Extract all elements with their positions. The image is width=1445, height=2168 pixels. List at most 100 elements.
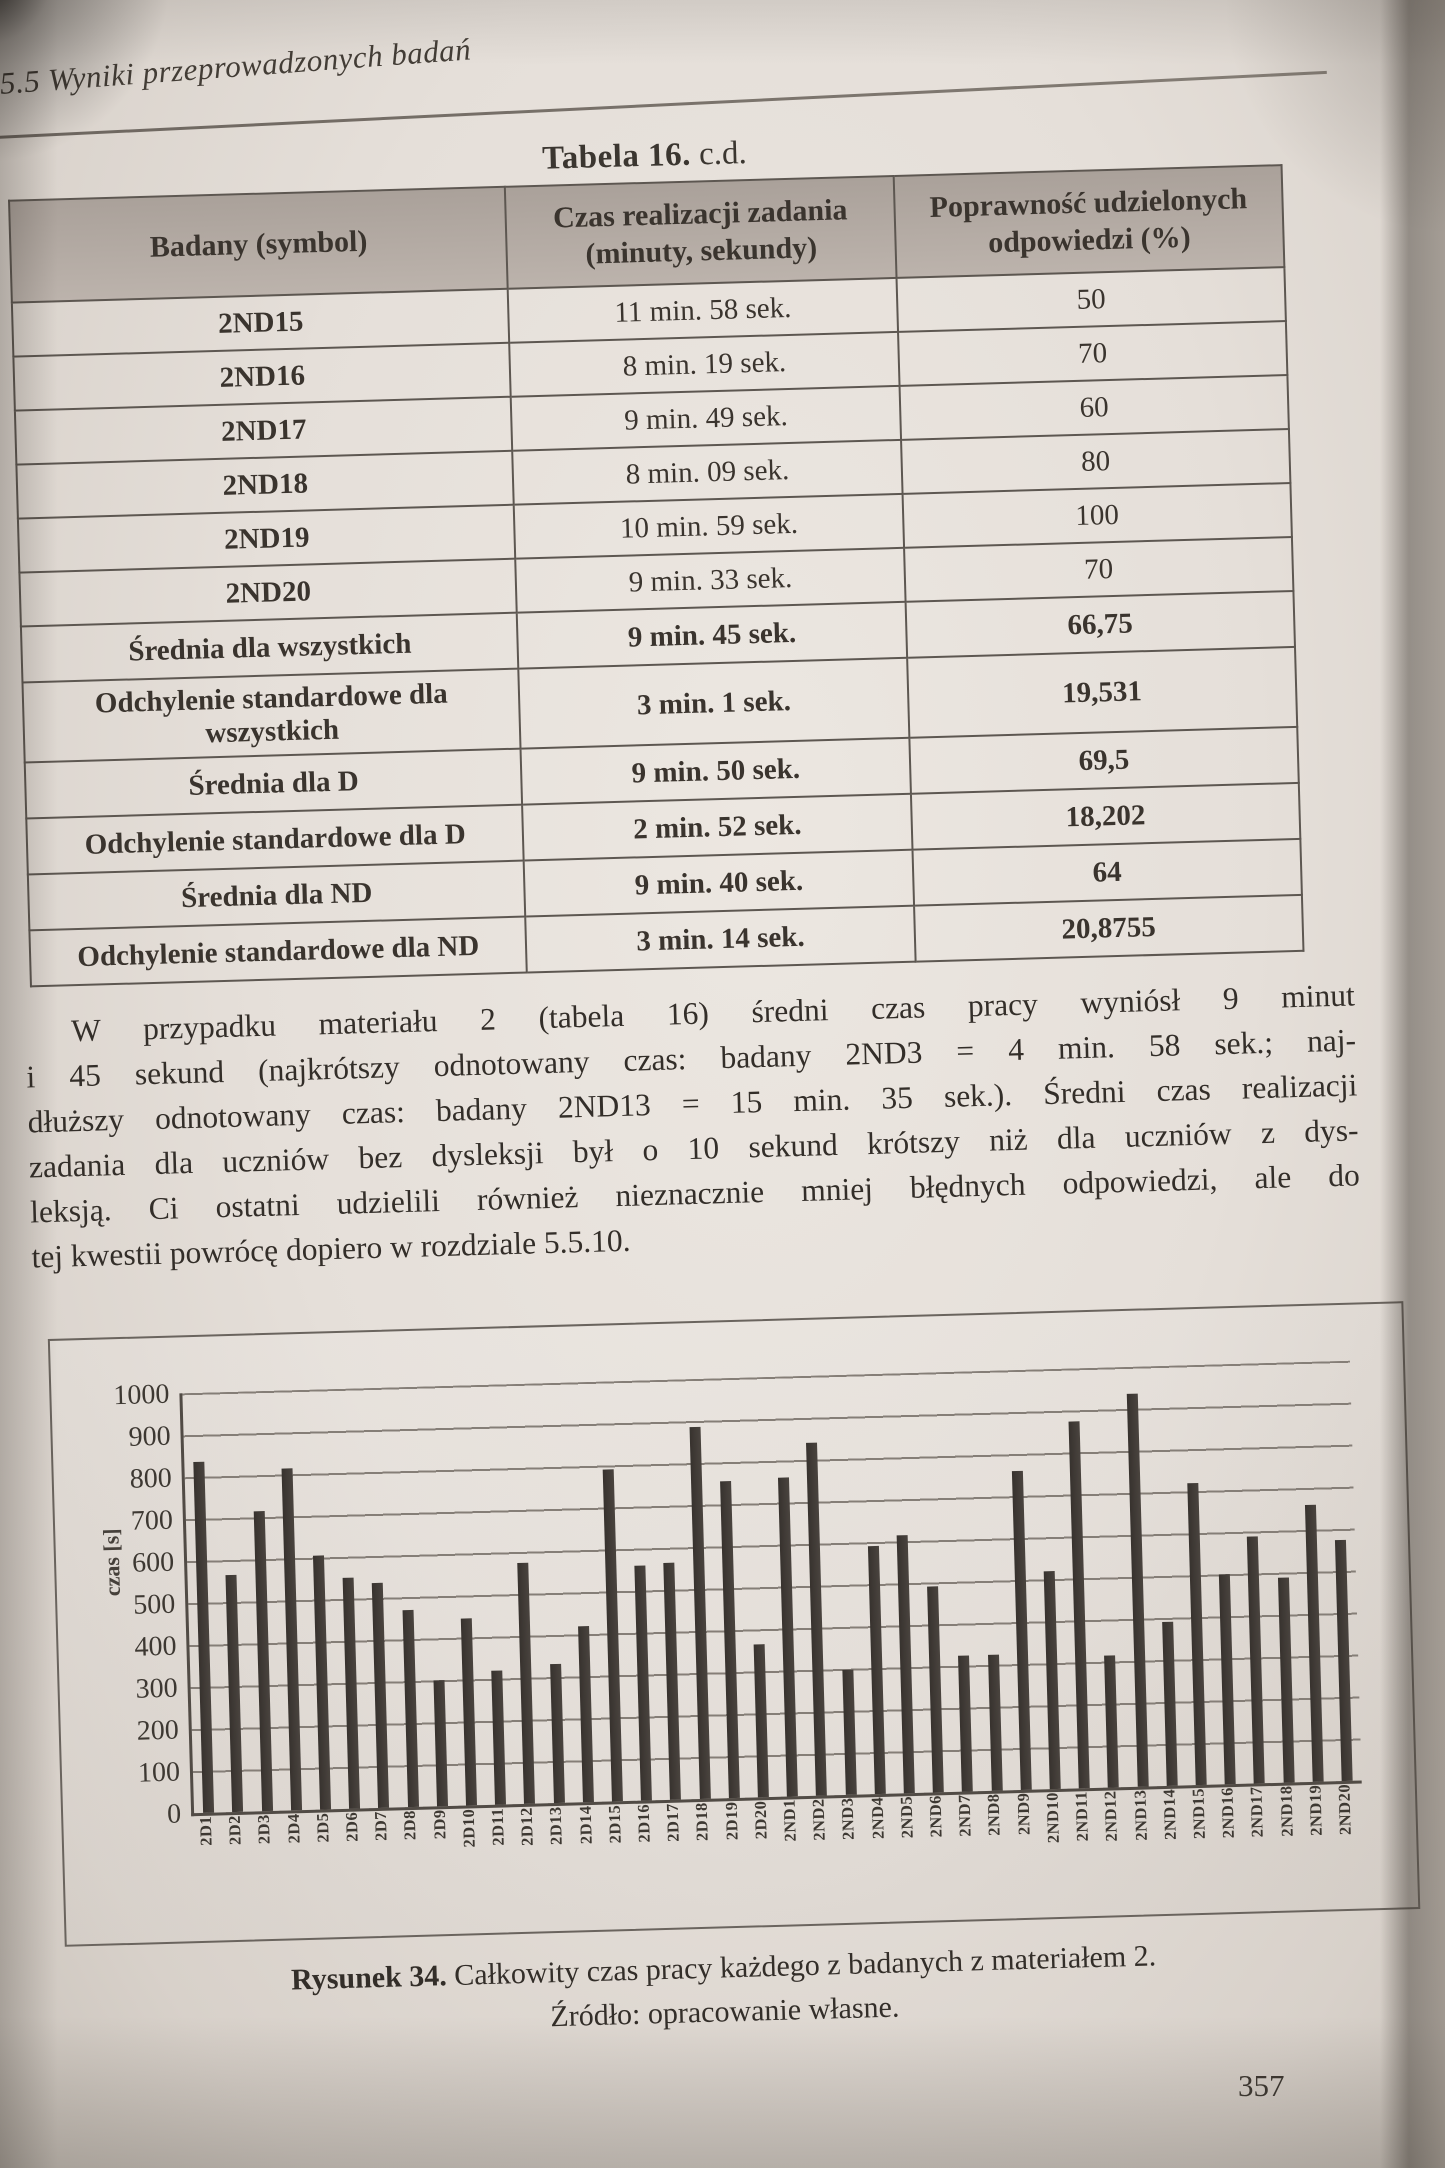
x-axis-label: 2ND14 [1159,1788,1180,1841]
x-axis-label: 2D2 [224,1814,245,1846]
chart-bar [841,1669,857,1795]
chart-bar [753,1643,769,1798]
table-title-number: Tabela 16. [541,136,692,177]
chart-bar [806,1442,828,1796]
x-axis-label: 2ND5 [896,1795,917,1839]
x-axis-label: 2ND10 [1042,1791,1063,1844]
x-axis-label: 2ND8 [983,1793,1005,1837]
x-axis-label: 2ND6 [925,1795,946,1839]
table-cell-val: 19,531 [906,646,1298,738]
chart-bar [867,1546,886,1795]
chart-bar [1247,1535,1266,1784]
y-axis-tick-label: 300 [135,1672,179,1705]
chart-bar [577,1625,594,1803]
chart-bar [253,1510,273,1812]
x-axis-label: 2D19 [721,1800,742,1841]
chart-bar [372,1583,390,1808]
x-axis-label: 2ND20 [1334,1783,1355,1836]
chart-bar [1334,1540,1353,1782]
chart-bar [193,1462,215,1813]
x-axis-label: 2ND7 [954,1794,975,1838]
x-axis-label: 2ND13 [1129,1789,1151,1842]
x-axis-label: 2D15 [604,1804,625,1844]
x-axis-label: 2D16 [633,1803,654,1843]
chart-bar [491,1670,507,1805]
figure-caption: Rysunek 34. Całkowity czas pracy każdego… [47,1928,1401,2054]
section-title: 5.5 Wyniki przeprowadzonych badań [0,31,473,101]
chart-bar [342,1577,361,1809]
x-axis-label: 2D3 [254,1813,275,1845]
chart-bar [689,1427,711,1800]
chart-bar [719,1480,740,1799]
column-header-czas: Czas realizacji zadania (minuty, sekundy… [505,175,897,289]
table-cell-time: 3 min. 14 sek. [525,905,916,973]
chart-bar [896,1534,915,1794]
figure-number: Rysunek 34. [290,1959,448,1997]
x-axis-label: 2D4 [283,1813,304,1844]
column-header-badany: Badany (symbol) [9,186,509,303]
x-axis-label: 2ND4 [867,1796,888,1840]
y-axis-tick-label: 700 [130,1504,174,1537]
chart-bar [1277,1577,1295,1783]
x-axis-label: 2ND19 [1305,1784,1326,1837]
x-axis-label: 2ND15 [1188,1787,1209,1840]
chart-bar [634,1565,653,1801]
chart-bar [1161,1621,1178,1786]
y-axis-tick-label: 900 [128,1420,172,1453]
chart-bar [958,1654,974,1792]
y-axis-tick-label: 800 [129,1462,173,1495]
y-axis-tick-label: 100 [137,1756,181,1789]
x-axis-label: 2ND12 [1100,1790,1122,1842]
y-axis-tick-label: 200 [136,1714,180,1747]
chart-bar [927,1586,944,1793]
running-head: 5.5 Wyniki przeprowadzonych badań [0,0,899,102]
y-axis-tick-label: 0 [166,1798,182,1830]
x-axis-label: 2D5 [312,1812,333,1843]
chart-bar [1187,1483,1207,1786]
chart-bar [312,1555,331,1810]
x-axis-label: 2ND9 [1013,1792,1034,1836]
chart-bar [433,1680,448,1807]
x-axis-label: 2ND2 [808,1798,829,1842]
x-axis-label: 2D13 [546,1805,567,1845]
x-axis-label: 2ND16 [1217,1787,1238,1839]
y-axis-tick-label: 600 [131,1546,175,1579]
body-paragraph: W przypadku materiału 2 (tabela 16) śred… [25,972,1362,1279]
y-axis-tick-label: 400 [134,1630,177,1663]
chart-bar [663,1562,682,1800]
x-axis-label: 2D6 [341,1811,362,1842]
page-content: 5.5 Wyniki przeprowadzonych badań Tabela… [0,10,1424,2147]
column-header-poprawnosc: Poprawność udzielonych odpowiedzi (%) [893,165,1285,278]
x-axis-label: 2D20 [750,1800,771,1840]
x-axis-label: 2D7 [370,1810,391,1842]
bar-chart: czas [s] 0 100 200 300 400 500 600 700 800 900 100… [47,1301,1421,1947]
x-axis-label: 2ND17 [1246,1786,1268,1838]
chart-bar [602,1469,623,1802]
x-axis-label: 2D17 [662,1802,683,1842]
x-axis-label: 2D8 [400,1809,420,1841]
x-axis-label: 2D9 [429,1809,450,1840]
x-axis-label: 2ND3 [838,1797,859,1841]
table-cell-lbl: Odchylenie standardowe dla wszystkich [22,668,521,763]
chart-bar [1068,1420,1090,1789]
chart-bar [1043,1570,1061,1790]
y-axis-tick-label: 1000 [112,1378,170,1412]
chart-bar [1126,1393,1149,1787]
table-cell-val: 20,8755 [913,894,1304,962]
chart-bar [1304,1504,1324,1782]
x-axis-label: 2D12 [516,1806,537,1846]
chart-plot-area: 0 100 200 300 400 500 600 700 800 900 1000 [113,1360,1362,1830]
x-axis-label: 2D10 [458,1808,479,1848]
x-axis-label: 2D11 [487,1807,508,1846]
table-cell-time: 3 min. 1 sek. [518,657,910,749]
chart-bar [778,1477,799,1797]
table-title-suffix: c.d. [698,135,748,173]
x-axis-label: 2D18 [692,1801,713,1841]
page-number: 357 [1238,2068,1285,2103]
y-axis-tick-label: 500 [132,1588,176,1621]
chart-bar [460,1618,477,1806]
x-axis-label: 2ND11 [1071,1791,1092,1842]
chart-bar [281,1467,302,1811]
chart-bar [549,1664,565,1804]
